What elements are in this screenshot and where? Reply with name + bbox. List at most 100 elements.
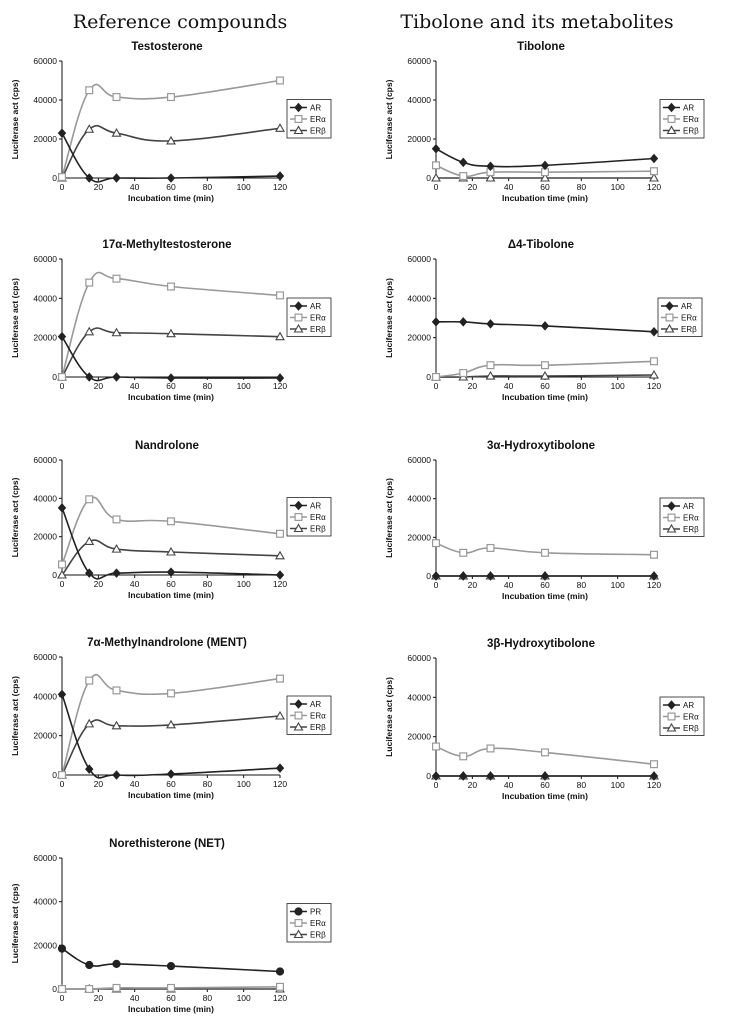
legend-label: AR <box>310 302 321 311</box>
legend-marker <box>293 125 304 135</box>
data-point <box>276 982 285 991</box>
legend-label: ERβ <box>310 525 326 534</box>
left-column-header: Reference compounds <box>73 11 287 33</box>
data-point <box>85 86 94 95</box>
legend-marker <box>294 512 303 521</box>
legend-marker <box>294 699 303 709</box>
legend-marker <box>293 929 304 939</box>
legend-marker <box>667 114 676 123</box>
x-tick-label: 120 <box>647 381 661 391</box>
data-point <box>431 317 441 327</box>
y-axis-label: Luciferase act (cps) <box>384 79 394 159</box>
legend-label: ERα <box>310 314 326 323</box>
data-point <box>57 560 66 569</box>
legend-marker <box>293 323 304 333</box>
y-tick-label: 0 <box>426 372 431 382</box>
chart-title: Norethisterone (NET) <box>109 838 225 850</box>
series-ar <box>431 771 659 781</box>
data-point <box>649 571 659 581</box>
data-point <box>276 529 285 538</box>
x-tick-label: 40 <box>504 381 514 391</box>
x-tick-label: 40 <box>504 182 514 192</box>
legend-marker <box>665 313 674 322</box>
data-point <box>432 373 441 382</box>
legend-marker <box>294 313 303 322</box>
chart-panel-nandrolone: Nandrolone 0 20000 40000 60000 0 20 40 60 80 100 12… <box>10 440 332 600</box>
data-point <box>486 771 495 781</box>
x-tick-label: 120 <box>273 579 287 589</box>
data-point <box>431 771 441 781</box>
data-point <box>112 568 121 578</box>
series-eralpha <box>57 495 285 569</box>
x-tick-label: 80 <box>203 182 213 192</box>
legend-label: ERβ <box>681 325 697 334</box>
data-point <box>431 571 441 581</box>
series-eralpha <box>432 539 658 559</box>
y-tick-label: 20000 <box>407 333 431 343</box>
y-tick-label: 20000 <box>407 134 431 144</box>
x-axis-label: Incubation time (min) <box>502 591 588 601</box>
chart-panel-3alpha-hydroxytibolone: 3α-Hydroxytibolone 0 20000 40000 60000 0 20 40 6… <box>384 440 705 601</box>
series-erbeta <box>57 326 285 381</box>
legend-label: ERβ <box>310 723 326 732</box>
legend: AR ERα ERβ <box>286 497 332 537</box>
y-tick-label: 20000 <box>33 731 57 741</box>
data-point <box>111 128 122 137</box>
y-axis-label: Luciferase act (cps) <box>384 478 394 558</box>
x-tick-label: 100 <box>237 779 251 789</box>
x-tick-label: 40 <box>130 779 140 789</box>
x-axis-label: Incubation time (min) <box>128 1004 214 1014</box>
x-tick-label: 40 <box>130 381 140 391</box>
data-point <box>275 550 285 560</box>
y-tick-label: 60000 <box>33 455 57 465</box>
x-tick-label: 20 <box>468 182 478 192</box>
data-point <box>486 161 495 172</box>
y-tick-label: 60000 <box>33 254 57 264</box>
data-point <box>649 771 659 781</box>
data-point <box>112 274 121 283</box>
x-tick-label: 40 <box>130 993 140 1003</box>
data-point <box>486 744 495 753</box>
x-tick-label: 120 <box>647 780 661 790</box>
data-point <box>85 278 94 287</box>
x-axis-label: Incubation time (min) <box>128 392 214 402</box>
x-axis-label: Incubation time (min) <box>502 193 588 203</box>
series-eralpha <box>432 357 658 382</box>
y-tick-label: 0 <box>426 771 431 781</box>
data-point <box>111 544 122 553</box>
x-tick-label: 0 <box>60 579 65 589</box>
data-point <box>276 76 285 85</box>
data-point <box>649 327 659 337</box>
y-axis-label: Luciferase act (cps) <box>10 79 20 159</box>
data-point <box>85 960 94 970</box>
legend-label: ERα <box>310 919 326 928</box>
legend-marker <box>667 712 676 721</box>
legend-marker <box>666 722 677 732</box>
data-point <box>275 570 285 580</box>
series-eralpha <box>57 271 285 382</box>
data-point <box>166 173 176 183</box>
data-point <box>85 372 94 382</box>
x-tick-label: 20 <box>468 780 478 790</box>
data-point <box>275 331 285 341</box>
series-ar <box>57 503 285 580</box>
legend-marker <box>666 523 677 533</box>
legend-marker <box>294 500 303 511</box>
data-point <box>167 282 176 291</box>
data-point <box>649 167 658 176</box>
data-point <box>459 369 468 378</box>
x-tick-label: 120 <box>273 993 287 1003</box>
data-point <box>85 984 94 993</box>
x-tick-label: 120 <box>273 182 287 192</box>
data-point <box>84 124 95 133</box>
y-tick-label: 60000 <box>33 853 57 863</box>
chart-title: 3β-Hydroxytibolone <box>487 638 595 650</box>
legend-label: ERα <box>681 314 697 323</box>
series-line-erbeta <box>61 124 281 179</box>
data-point <box>111 327 122 337</box>
y-tick-label: 40000 <box>33 897 57 907</box>
data-point <box>84 718 95 728</box>
x-tick-label: 120 <box>647 182 661 192</box>
